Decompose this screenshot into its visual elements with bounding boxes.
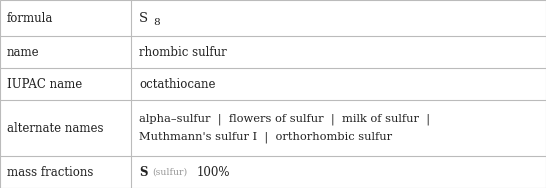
Text: mass fractions: mass fractions [7, 165, 93, 178]
Text: rhombic sulfur: rhombic sulfur [139, 45, 227, 58]
Text: 8: 8 [153, 18, 160, 27]
Text: formula: formula [7, 11, 54, 24]
Text: name: name [7, 45, 40, 58]
Text: alpha–sulfur  |  flowers of sulfur  |  milk of sulfur  |: alpha–sulfur | flowers of sulfur | milk … [139, 113, 430, 124]
Text: S: S [139, 165, 148, 178]
Text: Muthmann's sulfur I  |  orthorhombic sulfur: Muthmann's sulfur I | orthorhombic sulfu… [139, 131, 393, 143]
Text: S: S [139, 11, 149, 24]
Text: octathiocane: octathiocane [139, 77, 216, 90]
Text: (sulfur): (sulfur) [152, 168, 187, 177]
Text: 100%: 100% [197, 165, 230, 178]
Text: IUPAC name: IUPAC name [7, 77, 82, 90]
Text: alternate names: alternate names [7, 121, 104, 134]
